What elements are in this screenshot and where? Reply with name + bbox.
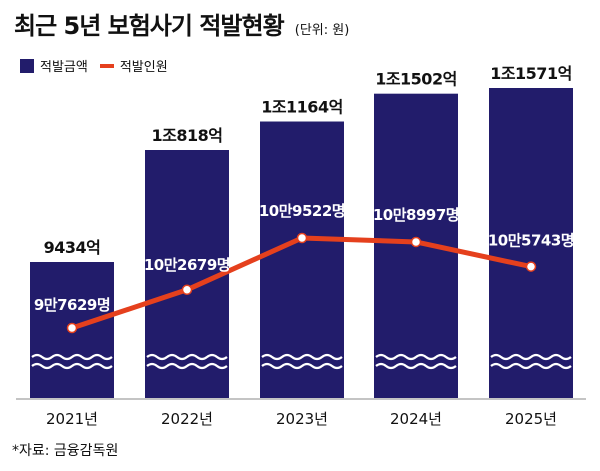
chart-area: 9434억 1조818억 1조1164억 1조1502억 1조1571억 9만7629명 1… [16,64,586,428]
bar-value-label-4: 1조1502억 [375,70,457,89]
legend-bar-swatch [20,58,34,73]
chart-header: 최근 5년 보험사기 적발현황 (단위: 원) [14,6,349,41]
line-point-2 [181,284,193,296]
source-note: *자료: 금융감독원 [12,443,119,459]
axis-break-wave-5-1 [490,353,572,361]
line-point-1 [66,322,78,334]
x-tick-label-2: 2022년 [161,410,213,428]
axis-break-wave-3-2 [261,362,343,370]
x-tick-label-1: 2021년 [46,410,98,428]
line-point-5 [525,261,537,272]
bar-3 [260,121,344,398]
axis-break-wave-2-1 [146,353,228,361]
line-point-3 [296,232,308,244]
axis-break-wave-1-1 [31,353,113,361]
chart-title: 최근 5년 보험사기 적발현황 [14,12,285,40]
bar-value-label-2: 1조818억 [152,126,223,145]
axis-break-wave-1-2 [31,362,113,370]
legend-bar-label: 적발금액 [40,60,88,75]
line-value-label-5: 10만5743명 [488,232,574,250]
line-value-label-1: 9만7629명 [34,296,110,314]
legend-line-label: 적발인원 [119,60,168,75]
line-point-4 [410,236,422,248]
bar-value-label-5: 1조1571억 [490,64,572,83]
line-value-label-3: 10만9522명 [259,202,345,220]
axis-break-wave-4-2 [375,362,457,370]
legend: 적발금액 적발인원 [20,56,168,75]
x-tick-label-4: 2024년 [390,410,442,428]
axis-break-wave-4-1 [375,353,457,361]
legend-line-swatch [99,63,114,68]
line-value-label-2: 10만2679명 [144,256,230,274]
bar-5 [489,88,573,398]
axis-break-wave-2-2 [146,362,228,370]
axis-break-wave-5-2 [490,362,572,370]
unit-note: (단위: 원) [294,23,350,38]
axis-break-wave-3-1 [261,353,343,361]
x-tick-label-3: 2023년 [276,410,328,428]
x-tick-label-5: 2025년 [505,410,557,428]
line-value-label-4: 10만8997명 [373,206,459,224]
bar-value-label-1: 9434억 [44,238,101,257]
bar-value-label-3: 1조1164억 [261,98,343,117]
